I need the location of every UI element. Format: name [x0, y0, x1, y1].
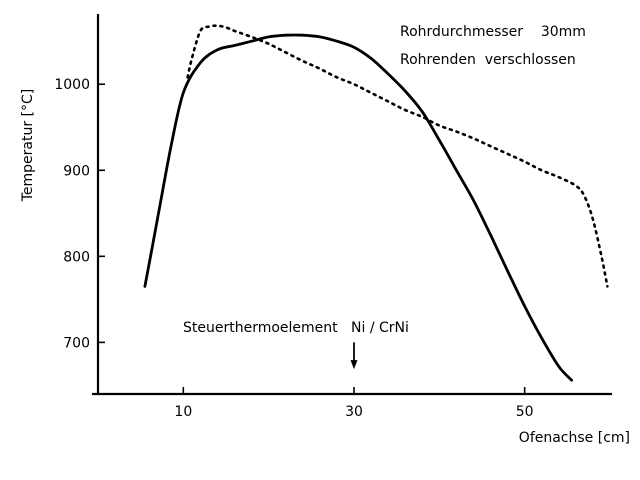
annotation-pipe-ends-closed: Rohrenden verschlossen	[400, 52, 576, 68]
y-tick-label-900: 900	[63, 163, 90, 179]
y-tick-label-800: 800	[63, 249, 90, 265]
x-tick-label-50: 50	[516, 404, 534, 420]
thermocouple-position-arrow	[350, 342, 358, 370]
x-tick-label-10: 10	[174, 404, 192, 420]
axes	[92, 14, 612, 396]
y-tick-label-700: 700	[63, 335, 90, 351]
ticks: 700 800 900 1000 10 30 50	[54, 77, 533, 420]
dotted-temperature-curve	[186, 24, 609, 288]
annotation-pipe-diameter: Rohrdurchmesser 30mm	[400, 24, 586, 40]
x-tick-label-30: 30	[345, 404, 363, 420]
series	[143, 24, 609, 382]
y-tick-label-1000: 1000	[54, 77, 90, 93]
solid-temperature-curve	[143, 33, 573, 382]
annotation-control-thermocouple: Steuerthermoelement Ni / CrNi	[183, 320, 409, 336]
x-axis-label: Ofenachse [cm]	[519, 430, 630, 446]
y-axis-label: Temperatur [°C]	[20, 89, 36, 203]
